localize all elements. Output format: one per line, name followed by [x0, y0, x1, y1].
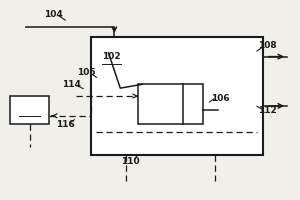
Text: 118: 118 — [20, 103, 39, 112]
Bar — [91, 37, 263, 155]
Bar — [138, 84, 203, 124]
Text: 116: 116 — [56, 120, 75, 129]
Text: 104: 104 — [44, 10, 63, 19]
Text: 114: 114 — [62, 80, 81, 89]
Text: 105: 105 — [77, 68, 95, 77]
Text: 102: 102 — [102, 52, 121, 61]
Text: 108: 108 — [258, 41, 277, 50]
Bar — [10, 96, 49, 124]
Text: 112: 112 — [258, 106, 277, 115]
Text: 106: 106 — [211, 94, 229, 103]
Text: 110: 110 — [122, 157, 140, 166]
